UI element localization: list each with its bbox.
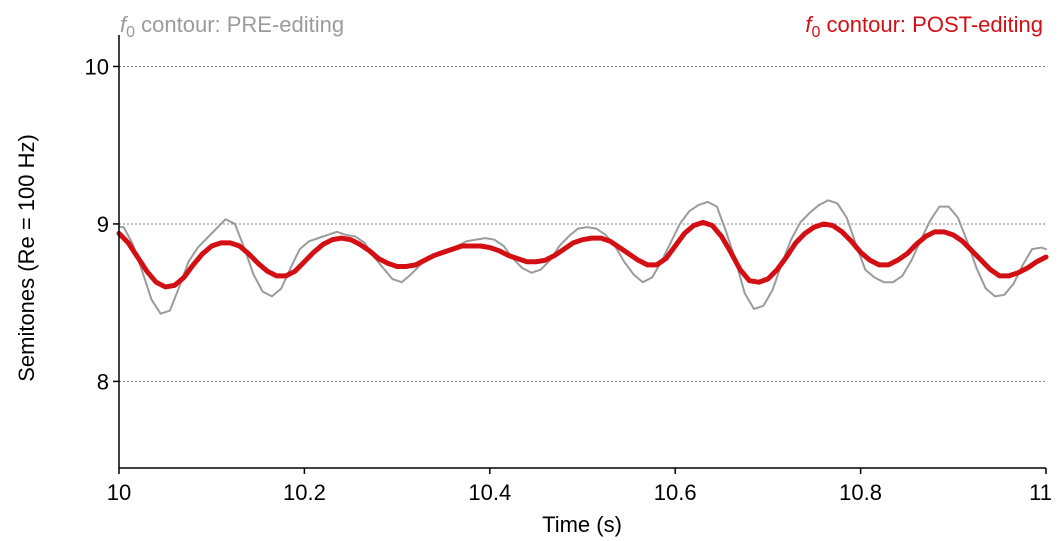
gridlines [119,65,1046,382]
series-post-editing-line [116,219,1049,290]
x-tick-label-10.4: 10.4 [468,480,511,505]
y-tick-label-8: 8 [97,369,109,394]
x-tick-label-10.2: 10.2 [283,480,326,505]
series-pre-editing-line [118,199,1047,315]
y-tick-label-10: 10 [85,54,109,79]
x-tick-label-10.8: 10.8 [839,480,882,505]
legend-pre-editing: f0 contour: PRE-editing [120,12,344,41]
axes: 8 9 10 10 10.2 10.4 10.6 10.8 11 [85,35,1052,505]
y-tick-label-9: 9 [97,212,109,237]
legend-post-text: contour: POST-editing [820,12,1043,37]
legend-post-subscript: 0 [812,24,821,41]
y-axis-title: Semitones (Re = 100 Hz) [14,134,39,382]
legend-post-symbol: f [805,12,814,37]
legend-post-editing: f0 contour: POST-editing [805,12,1043,41]
plot-series [116,199,1049,315]
legend-pre-text: contour: PRE-editing [135,12,344,37]
legend-pre-subscript: 0 [126,24,135,41]
x-tick-label-10: 10 [107,480,131,505]
x-tick-label-10.6: 10.6 [654,480,697,505]
x-axis-title: Time (s) [542,512,622,537]
legend-pre-symbol: f [120,12,129,37]
x-tick-label-11: 11 [1029,480,1052,505]
